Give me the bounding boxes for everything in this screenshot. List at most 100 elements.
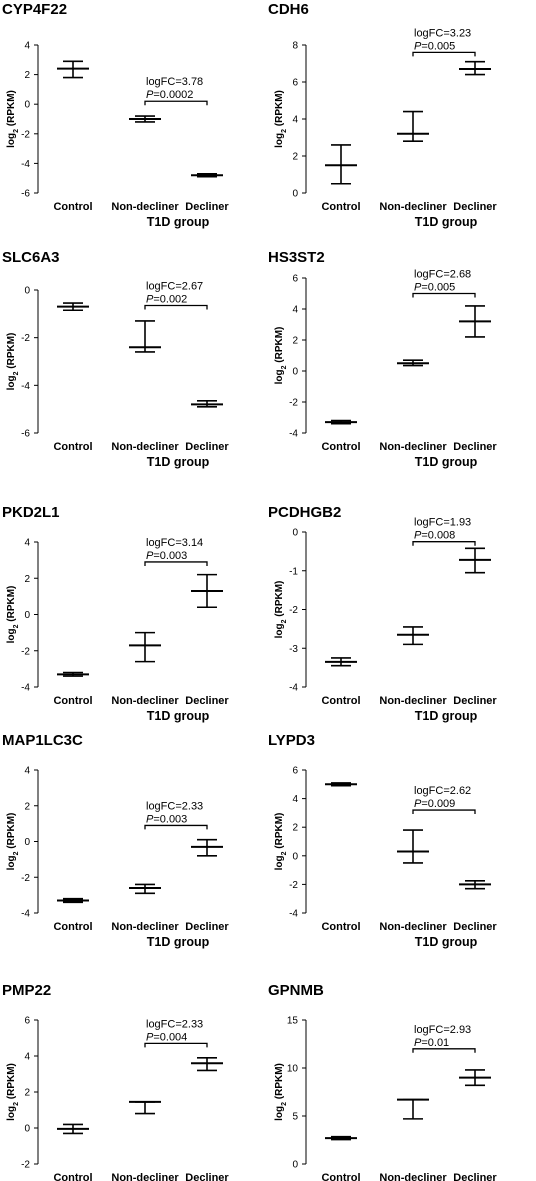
category-label: Control [53, 441, 92, 453]
x-axis-label: T1D group [147, 215, 210, 229]
chart-panel-pcdhgb2: PCDHGB2 -4 -3 -2 -1 0 log2 (RPKM) Control Non-de… [268, 504, 497, 723]
y-tick-label: 0 [24, 286, 30, 297]
chart-title: GPNMB [268, 982, 324, 999]
p-value-label: P=0.0002 [146, 89, 193, 101]
chart-title: HS3ST2 [268, 249, 325, 266]
y-tick-label: -2 [21, 129, 30, 140]
category-label: Decliner [453, 201, 497, 213]
p-value-label: P=0.005 [414, 282, 455, 294]
y-tick-label: 0 [24, 610, 30, 621]
p-value-label: P=0.003 [146, 813, 187, 825]
category-label: Decliner [185, 201, 229, 213]
y-tick-label: -4 [21, 683, 30, 694]
p-value-label: P=0.005 [414, 40, 455, 52]
category-label: Decliner [185, 695, 229, 707]
chart-panel-map1lc3c: MAP1LC3C -4 -2 0 2 4 log2 (RPKM) Control Non-dec… [2, 732, 229, 949]
y-axis-label: log2 (RPKM) [6, 90, 20, 148]
y-tick-label: 4 [24, 1052, 30, 1063]
y-tick-label: 10 [287, 1064, 299, 1075]
y-axis-label: log2 (RPKM) [6, 1063, 20, 1121]
logfc-label: logFC=1.93 [414, 517, 471, 529]
significance-bracket [412, 809, 476, 815]
p-value-label: P=0.003 [146, 550, 187, 562]
significance-bracket [412, 541, 476, 546]
category-label: Decliner [453, 1172, 497, 1181]
x-axis-label: T1D group [147, 935, 210, 949]
category-label: Non-decliner [379, 921, 447, 933]
y-tick-label: 15 [287, 1016, 299, 1027]
logfc-label: logFC=2.62 [414, 785, 471, 797]
y-tick-label: 4 [292, 115, 298, 126]
logfc-label: logFC=3.14 [146, 537, 203, 549]
p-value-label: P=0.009 [414, 798, 455, 810]
significance-bracket [144, 824, 208, 830]
y-tick-label: -6 [21, 189, 30, 200]
category-label: Control [321, 695, 360, 707]
y-tick-label: 4 [292, 794, 298, 805]
significance-bracket [412, 51, 476, 57]
chart-panel-slc6a3: SLC6A3 -6 -4 -2 0 log2 (RPKM) Control Non-decli… [2, 249, 229, 469]
y-tick-label: 4 [292, 305, 298, 316]
y-tick-label: 0 [292, 851, 298, 862]
y-tick-label: 0 [292, 528, 298, 539]
significance-bracket [412, 292, 476, 298]
category-label: Control [53, 695, 92, 707]
category-label: Control [53, 1172, 92, 1181]
x-axis-label: T1D group [147, 709, 210, 723]
y-tick-label: 4 [24, 41, 30, 52]
y-tick-label: 4 [24, 538, 30, 549]
y-tick-label: -2 [21, 873, 30, 884]
x-axis-label: T1D group [415, 935, 478, 949]
y-axis-label: log2 (RPKM) [6, 586, 20, 644]
y-tick-label: 2 [292, 336, 298, 347]
y-tick-label: -4 [289, 683, 298, 694]
category-label: Decliner [453, 921, 497, 933]
y-axis-label: log2 (RPKM) [274, 90, 288, 148]
y-tick-label: 0 [24, 100, 30, 111]
chart-panel-gpnmb: GPNMB 0 5 10 15 log2 (RPKM) Control Non-decline… [268, 982, 497, 1181]
y-axis-label: log2 (RPKM) [6, 813, 20, 871]
y-tick-label: 2 [292, 152, 298, 163]
y-tick-label: 6 [292, 78, 298, 89]
category-label: Non-decliner [379, 695, 447, 707]
chart-title: LYPD3 [268, 732, 315, 749]
logfc-label: logFC=2.93 [414, 1024, 471, 1036]
category-label: Non-decliner [111, 1172, 179, 1181]
category-label: Decliner [185, 921, 229, 933]
chart-title: CDH6 [268, 1, 309, 18]
chart-panel-cdh6: CDH6 0 2 4 6 8 log2 (RPKM) Control Non-decliner D… [268, 1, 497, 229]
chart-title: PKD2L1 [2, 504, 60, 521]
chart-title: MAP1LC3C [2, 732, 83, 749]
y-tick-label: -2 [289, 880, 298, 891]
significance-bracket [144, 304, 208, 310]
logfc-label: logFC=2.33 [146, 1018, 203, 1030]
y-axis-label: log2 (RPKM) [274, 581, 288, 639]
y-tick-label: 6 [292, 766, 298, 777]
y-tick-label: 6 [292, 274, 298, 285]
y-axis-label: log2 (RPKM) [274, 1063, 288, 1121]
y-tick-label: 0 [292, 189, 298, 200]
y-tick-label: 0 [292, 1160, 298, 1171]
category-label: Control [53, 921, 92, 933]
significance-bracket [412, 1048, 476, 1053]
x-axis-label: T1D group [415, 709, 478, 723]
logfc-label: logFC=2.68 [414, 269, 471, 281]
y-tick-label: -2 [289, 605, 298, 616]
y-tick-label: 2 [292, 823, 298, 834]
logfc-label: logFC=3.78 [146, 76, 203, 88]
y-tick-label: -2 [289, 398, 298, 409]
category-label: Decliner [185, 1172, 229, 1181]
y-tick-label: 2 [24, 70, 30, 81]
p-value-label: P=0.008 [414, 530, 455, 542]
y-tick-label: -1 [289, 566, 298, 577]
category-label: Control [321, 201, 360, 213]
significance-bracket [144, 1042, 208, 1048]
significance-bracket [144, 100, 208, 106]
y-tick-label: 4 [24, 766, 30, 777]
category-label: Non-decliner [379, 441, 447, 453]
category-label: Control [321, 441, 360, 453]
y-tick-label: -6 [21, 429, 30, 440]
y-tick-label: -2 [21, 333, 30, 344]
x-axis-label: T1D group [415, 455, 478, 469]
